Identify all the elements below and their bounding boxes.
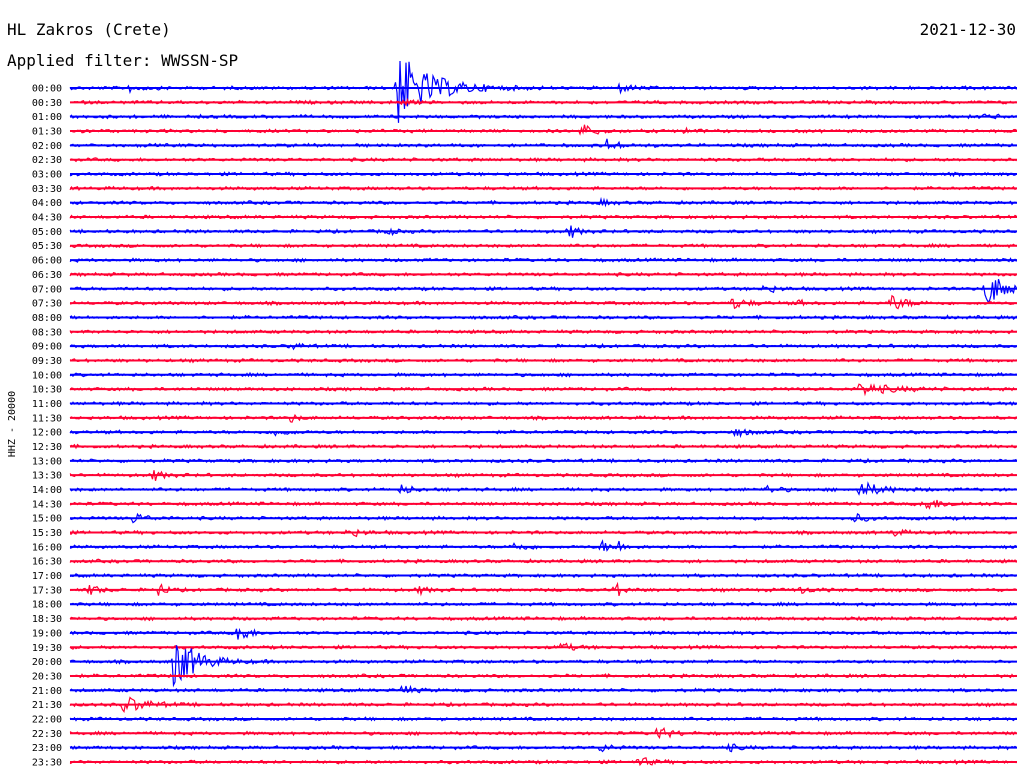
row-time-label: 06:30 [32,270,62,281]
row-time-label: 00:30 [32,98,62,109]
row-time-label: 20:00 [32,657,62,668]
row-time-label: 02:00 [32,141,62,152]
trace-row [69,279,1017,303]
row-time-label: 07:00 [32,284,62,295]
row-time-label: 04:30 [32,213,62,224]
row-time-label: 07:30 [32,299,62,310]
row-time-label: 12:30 [32,442,62,453]
trace-row [69,627,1017,640]
filter-label: Applied filter: WWSSN-SP [7,51,239,70]
row-time-label: 03:00 [32,170,62,181]
row-time-label: 22:00 [32,714,62,725]
row-time-label: 06:00 [32,256,62,267]
row-time-label: 21:30 [32,700,62,711]
row-time-label: 16:00 [32,542,62,553]
row-time-label: 09:30 [32,356,62,367]
row-time-label: 09:00 [32,342,62,353]
row-time-label: 00:00 [32,84,62,95]
trace-lines [69,60,1018,767]
row-time-label: 15:30 [32,528,62,539]
row-time-label: 01:30 [32,127,62,138]
row-time-label: 22:30 [32,729,62,740]
row-time-label: 08:00 [32,313,62,324]
row-time-label: 19:00 [32,628,62,639]
row-time-label: 19:30 [32,643,62,654]
row-time-label: 18:00 [32,600,62,611]
station-title: HL Zakros (Crete) [7,20,171,39]
row-time-label: 05:00 [32,227,62,238]
row-time-label: 13:00 [32,456,62,467]
row-time-label: 14:00 [32,485,62,496]
row-time-label: 23:00 [32,743,62,754]
row-time-label: 17:30 [32,585,62,596]
row-time-label: 20:30 [32,671,62,682]
row-time-label: 23:30 [32,757,62,768]
row-time-label: 18:30 [32,614,62,625]
row-time-label: 11:30 [32,413,62,424]
row-time-label: 14:30 [32,499,62,510]
row-time-label: 12:00 [32,428,62,439]
trace-row [69,138,1017,150]
channel-label: HHZ - 20000 [7,391,18,457]
row-time-label: 15:00 [32,514,62,525]
row-time-label: 04:00 [32,198,62,209]
row-tick-labels: 00:00 00:30 01:00 01:30 02:00 02:30 03:00 03:30… [32,84,62,769]
row-time-label: 16:30 [32,557,62,568]
row-time-label: 10:00 [32,370,62,381]
row-time-label: 13:30 [32,471,62,482]
trace-row [69,60,1018,123]
row-time-label: 17:00 [32,571,62,582]
row-time-label: 21:00 [32,686,62,697]
row-time-label: 11:00 [32,399,62,410]
row-time-label: 05:30 [32,241,62,252]
trace-row [69,645,1017,688]
trace-row [69,124,1017,136]
row-time-label: 02:30 [32,155,62,166]
row-time-label: 01:00 [32,112,62,123]
row-time-label: 03:30 [32,184,62,195]
row-time-label: 08:30 [32,327,62,338]
date-label: 2021-12-30 [919,20,1016,39]
row-time-label: 10:30 [32,385,62,396]
